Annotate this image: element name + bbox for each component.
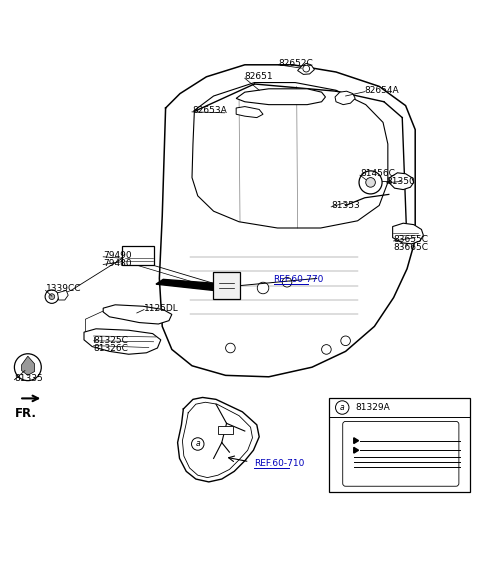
Circle shape [322,344,331,354]
FancyBboxPatch shape [343,422,459,486]
Text: 82654A: 82654A [365,86,399,94]
Text: 81329A: 81329A [355,403,390,412]
Text: 81335: 81335 [14,374,43,382]
Polygon shape [393,223,423,244]
Polygon shape [354,438,359,444]
Text: 81456C: 81456C [360,169,395,178]
Text: 79490: 79490 [103,251,132,260]
Circle shape [45,290,59,304]
Circle shape [192,438,204,450]
Bar [122,246,154,265]
Circle shape [14,354,41,381]
Text: 83655C: 83655C [394,234,429,244]
Circle shape [303,65,310,72]
Polygon shape [22,356,35,376]
Polygon shape [390,173,414,190]
Polygon shape [236,107,263,118]
Text: 1339CC: 1339CC [46,285,81,293]
Circle shape [49,294,55,300]
Circle shape [341,336,350,346]
Polygon shape [354,448,359,453]
Polygon shape [103,305,172,324]
Polygon shape [298,63,314,74]
Circle shape [282,278,292,287]
Text: REF.60-770: REF.60-770 [274,275,324,284]
Text: a: a [195,439,200,449]
Bar [218,426,233,434]
Circle shape [336,401,349,414]
Circle shape [366,177,375,187]
Text: 81353: 81353 [331,201,360,210]
Polygon shape [84,329,161,354]
Polygon shape [156,279,213,290]
Bar [213,272,240,299]
Text: 82651: 82651 [245,73,274,81]
Bar [329,399,470,492]
Circle shape [226,343,235,353]
Polygon shape [335,91,355,105]
Text: 81326C: 81326C [94,344,129,353]
Text: 81350: 81350 [386,177,415,186]
Text: 81325C: 81325C [94,336,129,345]
Circle shape [257,282,269,294]
Text: 83665C: 83665C [394,242,429,252]
Text: 79480: 79480 [103,259,132,267]
Polygon shape [58,290,68,300]
Text: a: a [340,403,345,412]
Circle shape [359,171,382,194]
Text: REF.60-710: REF.60-710 [254,458,305,468]
Text: 82652C: 82652C [278,59,313,68]
Text: 82653A: 82653A [192,106,227,115]
Polygon shape [236,89,325,105]
Text: FR.: FR. [14,407,36,420]
Text: 1125DL: 1125DL [144,304,179,313]
